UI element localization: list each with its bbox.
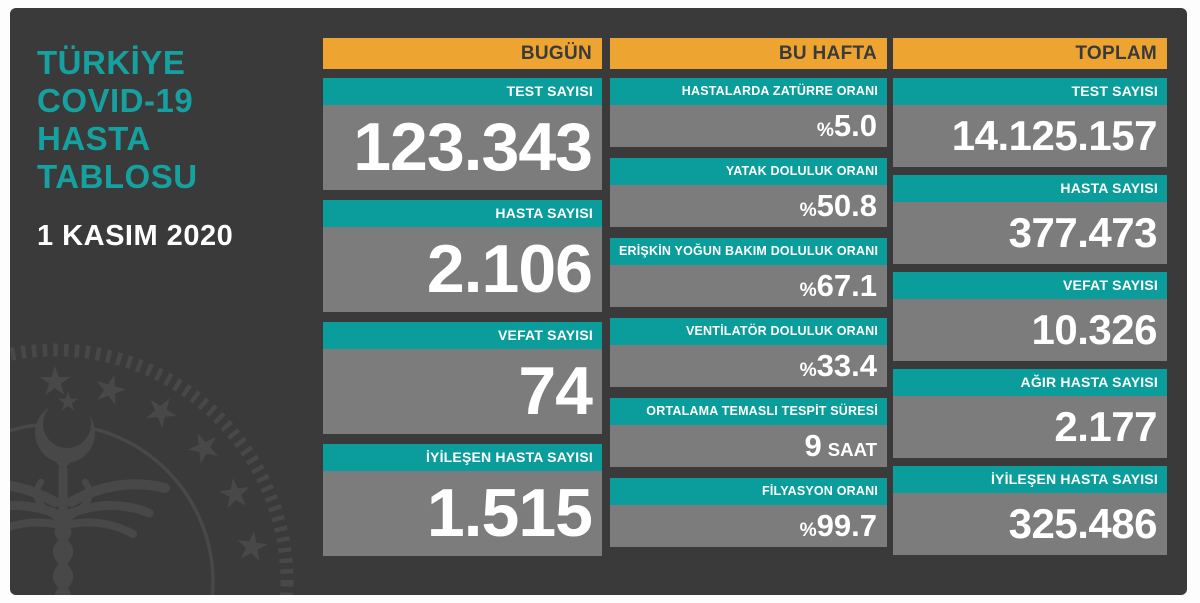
column-header-today: BUGÜN xyxy=(323,38,602,69)
covid-dashboard-panel: TÜRKİYE COVID-19 HASTA TABLOSU 1 KASIM 2… xyxy=(10,8,1187,595)
stat-value: 74 xyxy=(323,349,602,434)
stat-value: 10.326 xyxy=(893,299,1167,361)
stat-card-pneumonia-rate: HASTALARDA ZATÜRRE ORANI %5.0 xyxy=(610,78,887,147)
stat-value: 14.125.157 xyxy=(893,105,1167,167)
stat-card-today-patients: HASTA SAYISI 2.106 xyxy=(323,200,602,312)
stat-card-today-tests: TEST SAYISI 123.343 xyxy=(323,78,602,190)
title-line-3: HASTA xyxy=(37,120,151,157)
stat-label: FİLYASYON ORANI xyxy=(610,478,887,505)
stat-label: YATAK DOLULUK ORANI xyxy=(610,158,887,185)
stat-value: 325.486 xyxy=(893,493,1167,555)
stat-value: %99.7 xyxy=(610,505,887,547)
title-line-1: TÜRKİYE xyxy=(37,44,186,81)
stat-label: HASTA SAYISI xyxy=(893,175,1167,202)
stat-label: İYİLEŞEN HASTA SAYISI xyxy=(323,444,602,471)
stat-value: %5.0 xyxy=(610,105,887,147)
stat-card-total-patients: HASTA SAYISI 377.473 xyxy=(893,175,1167,264)
stat-label: TEST SAYISI xyxy=(323,78,602,105)
stat-card-total-tests: TEST SAYISI 14.125.157 xyxy=(893,78,1167,167)
stat-label: VEFAT SAYISI xyxy=(893,272,1167,299)
column-header-total: TOPLAM xyxy=(893,38,1167,69)
title-line-4: TABLOSU xyxy=(37,158,198,195)
stat-value: 9 SAAT xyxy=(610,425,887,467)
stat-label: VEFAT SAYISI xyxy=(323,322,602,349)
stat-label: VENTİLATÖR DOLULUK ORANI xyxy=(610,318,887,345)
stat-card-severe-patients: AĞIR HASTA SAYISI 2.177 xyxy=(893,369,1167,458)
health-ministry-emblem-watermark xyxy=(10,343,294,595)
stat-card-icu-occupancy: ERİŞKİN YOĞUN BAKIM DOLULUK ORANI %67.1 xyxy=(610,238,887,307)
stat-label: TEST SAYISI xyxy=(893,78,1167,105)
title-line-2: COVID-19 xyxy=(37,82,194,119)
stat-value: %33.4 xyxy=(610,345,887,387)
column-today: BUGÜN TEST SAYISI 123.343 HASTA SAYISI 2… xyxy=(323,38,602,566)
stat-label: İYİLEŞEN HASTA SAYISI xyxy=(893,466,1167,493)
stat-label: AĞIR HASTA SAYISI xyxy=(893,369,1167,396)
stat-card-filiation-rate: FİLYASYON ORANI %99.7 xyxy=(610,478,887,547)
stat-card-ventilator-occupancy: VENTİLATÖR DOLULUK ORANI %33.4 xyxy=(610,318,887,387)
report-date: 1 KASIM 2020 xyxy=(37,220,234,252)
stat-value: 123.343 xyxy=(323,105,602,190)
crescent-and-star-icon xyxy=(35,391,95,463)
stat-card-today-recovered: İYİLEŞEN HASTA SAYISI 1.515 xyxy=(323,444,602,556)
stat-value: 2.106 xyxy=(323,227,602,312)
dashboard-title: TÜRKİYE COVID-19 HASTA TABLOSU xyxy=(37,44,198,196)
stat-card-total-deaths: VEFAT SAYISI 10.326 xyxy=(893,272,1167,361)
stat-card-total-recovered: İYİLEŞEN HASTA SAYISI 325.486 xyxy=(893,466,1167,555)
stat-value: 377.473 xyxy=(893,202,1167,264)
stat-value: %50.8 xyxy=(610,185,887,227)
column-header-this-week: BU HAFTA xyxy=(610,38,887,69)
stat-card-today-deaths: VEFAT SAYISI 74 xyxy=(323,322,602,434)
column-this-week: BU HAFTA HASTALARDA ZATÜRRE ORANI %5.0 Y… xyxy=(610,38,887,558)
stat-label: HASTALARDA ZATÜRRE ORANI xyxy=(610,78,887,105)
star-ring xyxy=(39,365,271,565)
caduceus-icon xyxy=(10,453,170,595)
stat-value: 1.515 xyxy=(323,471,602,556)
stat-card-contact-detection-time: ORTALAMA TEMASLI TESPİT SÜRESİ 9 SAAT xyxy=(610,398,887,467)
stat-card-bed-occupancy: YATAK DOLULUK ORANI %50.8 xyxy=(610,158,887,227)
stat-label: HASTA SAYISI xyxy=(323,200,602,227)
stat-label: ORTALAMA TEMASLI TESPİT SÜRESİ xyxy=(610,398,887,425)
stat-label: ERİŞKİN YOĞUN BAKIM DOLULUK ORANI xyxy=(610,238,887,265)
column-total: TOPLAM TEST SAYISI 14.125.157 HASTA SAYI… xyxy=(893,38,1167,563)
stat-value: %67.1 xyxy=(610,265,887,307)
stat-value: 2.177 xyxy=(893,396,1167,458)
